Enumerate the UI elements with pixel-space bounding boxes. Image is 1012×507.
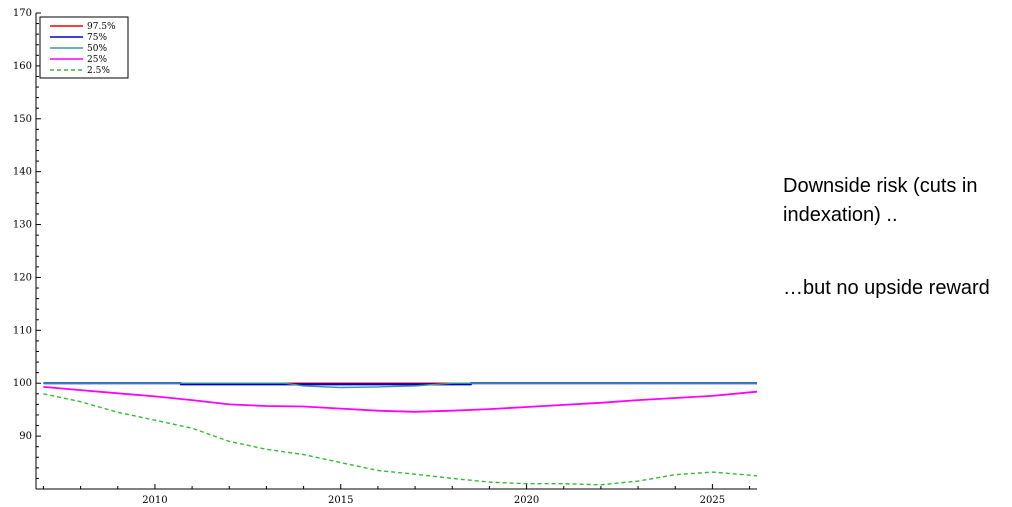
legend-label: 75%: [87, 33, 107, 43]
x-tick-label: 2015: [328, 495, 353, 506]
legend: 97.5%75%50%25%2.5%: [39, 16, 129, 79]
series-line-2-5pct: [43, 393, 758, 486]
y-tick-label: 150: [13, 114, 32, 125]
y-tick-label: 120: [13, 272, 32, 283]
x-tick-label: 2025: [700, 495, 725, 506]
y-tick-label: 160: [13, 61, 32, 72]
legend-label: 25%: [87, 55, 107, 65]
legend-label: 97.5%: [87, 22, 116, 32]
y-tick-label: 100: [13, 378, 32, 389]
legend-label: 50%: [87, 44, 107, 54]
y-tick-label: 110: [13, 325, 32, 336]
series-line-50pct: [43, 382, 757, 389]
y-tick-label: 130: [13, 220, 32, 231]
annotation-upside: …but no upside reward: [783, 277, 990, 299]
series-line-25pct: [43, 386, 758, 413]
x-tick-label: 2020: [514, 495, 539, 506]
legend-label: 2.5%: [87, 66, 110, 76]
x-tick-label: 2010: [142, 495, 167, 506]
y-tick-label: 90: [19, 431, 32, 442]
series-group: [43, 382, 758, 486]
axes: 90 100 110 120 130 140 150 160 170 2010 2015 2020 20…: [13, 8, 757, 506]
annotation-downside: Downside risk (cuts in indexation) ..: [783, 175, 978, 226]
y-tick-label: 170: [13, 8, 32, 19]
y-tick-label: 140: [13, 167, 32, 178]
